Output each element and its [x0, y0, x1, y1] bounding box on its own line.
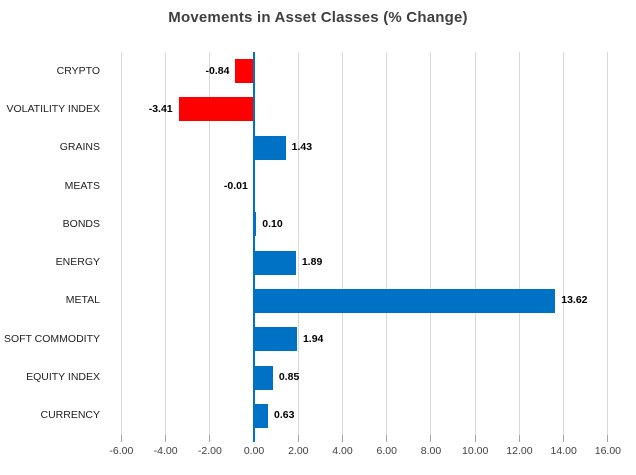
axis-tick: [518, 435, 520, 442]
gridline: [209, 52, 211, 435]
bar: [254, 212, 257, 237]
bar: [178, 97, 255, 122]
gridline: [474, 52, 476, 435]
category-label: GRAINS: [59, 141, 100, 154]
category-label: EQUITY INDEX: [26, 371, 100, 384]
axis-tick-label: 2.00: [288, 445, 309, 457]
value-label: -0.01: [223, 179, 248, 192]
gridline: [386, 52, 388, 435]
category-label: CURRENCY: [40, 409, 100, 422]
gridline: [297, 52, 299, 435]
axis-tick: [342, 435, 344, 442]
gridline: [607, 52, 609, 435]
gridline: [165, 52, 167, 435]
value-label: -3.41: [148, 102, 173, 115]
zero-axis-line: [253, 52, 256, 442]
axis-tick-label: 4.00: [332, 445, 353, 457]
axis-tick-label: 14.00: [550, 445, 577, 457]
axis-tick: [563, 435, 565, 442]
bar: [254, 135, 286, 160]
gridline: [342, 52, 344, 435]
axis-tick-label: 12.00: [506, 445, 533, 457]
category-label: CRYPTO: [56, 64, 100, 77]
gridline: [563, 52, 565, 435]
axis-tick: [607, 435, 609, 442]
axis-tick: [209, 435, 211, 442]
bar: [254, 250, 296, 275]
axis-tick-label: 6.00: [376, 445, 397, 457]
axis-tick-label: 10.00: [462, 445, 489, 457]
category-label: MEATS: [64, 179, 100, 192]
axis-tick: [297, 435, 299, 442]
axis-tick: [386, 435, 388, 442]
value-label: 1.43: [291, 141, 313, 154]
category-label: SOFT COMMODITY: [3, 332, 100, 345]
value-label: -0.84: [205, 64, 230, 77]
axis-tick: [165, 435, 167, 442]
axis-tick-label: 8.00: [420, 445, 442, 457]
bar: [254, 288, 556, 313]
axis-tick-label: 0.00: [243, 445, 265, 457]
value-label: 1.89: [301, 256, 323, 269]
axis-tick: [430, 435, 432, 442]
category-label: BONDS: [62, 217, 100, 230]
axis-tick-label: -6.00: [109, 445, 134, 457]
axis-tick-label: -4.00: [153, 445, 178, 457]
value-label: 0.85: [278, 371, 300, 384]
axis-tick: [120, 435, 122, 442]
category-label: ENERGY: [55, 256, 100, 269]
category-label: VOLATILITY INDEX: [6, 102, 100, 115]
gridline: [518, 52, 520, 435]
bar: [254, 365, 273, 390]
category-label: METAL: [65, 294, 100, 307]
bar: [254, 327, 297, 352]
value-label: 0.63: [273, 409, 295, 422]
gridline: [430, 52, 432, 435]
value-label: 0.10: [262, 217, 283, 230]
chart-title: Movements in Asset Classes (% Change): [168, 9, 468, 26]
bar: [235, 59, 255, 84]
bar: [254, 403, 268, 428]
value-label: 13.62: [561, 294, 588, 307]
gridline: [120, 52, 122, 435]
axis-tick-label: 16.00: [594, 445, 622, 457]
value-label: 1.94: [302, 332, 324, 345]
axis-tick: [474, 435, 476, 442]
axis-tick-label: -2.00: [197, 445, 222, 457]
